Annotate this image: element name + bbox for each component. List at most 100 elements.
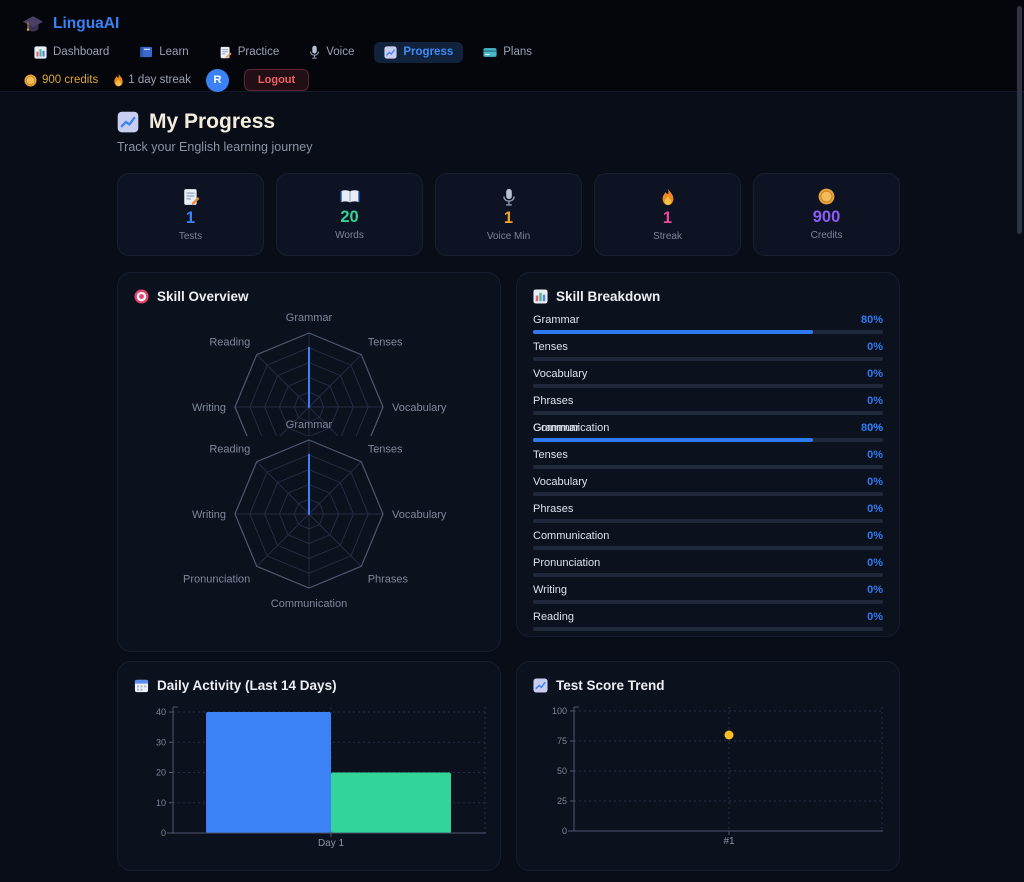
skill-progress-track xyxy=(533,519,883,523)
main-content: My Progress Track your English learning … xyxy=(0,92,901,871)
skill-row: Phrases 0% xyxy=(533,392,883,419)
app-logo[interactable]: LinguaAI xyxy=(22,15,119,34)
skill-row: Grammar 80% xyxy=(533,311,883,338)
skill-radar-clipped: GrammarTensesVocabularyPhrasesCommunicat… xyxy=(134,312,484,436)
target-icon xyxy=(134,289,149,304)
nav-label: Practice xyxy=(237,46,280,58)
nav-label: Learn xyxy=(159,46,189,58)
nav-label: Progress xyxy=(403,46,454,58)
microphone-icon xyxy=(502,188,515,206)
stat-card-streak: 1 Streak xyxy=(594,173,741,256)
skill-label: Pronunciation xyxy=(533,557,601,569)
nav-item-learn[interactable]: Learn xyxy=(129,42,198,62)
radar-axis-label: Writing xyxy=(192,402,226,414)
skill-row: Vocabulary 0% xyxy=(533,365,883,392)
nav-item-dashboard[interactable]: Dashboard xyxy=(24,42,119,63)
stat-label: Tests xyxy=(178,230,203,242)
skill-label: Writing xyxy=(533,584,568,596)
radar-axis-label: Tenses xyxy=(368,443,403,455)
radar-axis-label: Vocabulary xyxy=(392,402,447,414)
page-title-text: My Progress xyxy=(149,110,276,133)
nav-item-voice[interactable]: Voice xyxy=(299,41,364,63)
nav-label: Voice xyxy=(326,46,355,58)
stat-card-words: 20 Words xyxy=(276,173,423,256)
skill-progress-track xyxy=(533,600,883,604)
user-bar: 900 credits 1 day streak R Logout xyxy=(24,68,1024,92)
skill-row: Writing 0% xyxy=(533,581,883,608)
microphone-icon xyxy=(310,45,320,59)
activity-bar-series-blue xyxy=(206,712,331,833)
bar-chart-icon xyxy=(533,289,548,304)
stat-card-voice-min: 1 Voice Min xyxy=(435,173,582,256)
radar-axis-label: Communication xyxy=(271,598,347,609)
skill-percent: 0% xyxy=(867,503,883,515)
skill-percent: 80% xyxy=(860,314,883,326)
bar-chart-icon xyxy=(34,45,47,59)
skill-radar-chart: GrammarTensesVocabularyPhrasesCommunicat… xyxy=(183,419,447,609)
skill-percent: 0% xyxy=(867,557,883,569)
skill-radar-chart: GrammarTensesVocabularyPhrasesCommunicat… xyxy=(192,312,447,436)
skill-row: Reading 0% xyxy=(533,608,883,635)
radar-axis-label: Vocabulary xyxy=(392,509,447,521)
skill-percent: 0% xyxy=(867,368,883,380)
avatar[interactable]: R xyxy=(205,68,229,92)
skill-progress-track xyxy=(533,411,883,415)
daily-activity-title: Daily Activity (Last 14 Days) xyxy=(134,678,484,693)
radar-axis-label: Writing xyxy=(192,509,226,521)
logout-button[interactable]: Logout xyxy=(243,69,310,91)
y-tick-label: 50 xyxy=(557,766,567,776)
radar-axis-label: Phrases xyxy=(368,574,409,586)
radar-axis-label: Reading xyxy=(209,336,250,348)
test-score-title: Test Score Trend xyxy=(533,678,883,693)
flame-icon xyxy=(114,73,123,87)
radar-axis-label: Reading xyxy=(209,443,250,455)
skill-progress-fill xyxy=(533,438,813,442)
y-tick-label: 40 xyxy=(156,707,166,717)
skill-row: Tenses 0% xyxy=(533,338,883,365)
header: LinguaAI Dashboard Learn xyxy=(0,0,1024,92)
y-tick-label: 10 xyxy=(156,798,166,808)
skill-progress-track xyxy=(533,465,883,469)
open-book-icon xyxy=(340,189,359,203)
skill-progress-track xyxy=(533,492,883,496)
chart-up-icon xyxy=(117,111,139,133)
streak-text: 1 day streak xyxy=(128,74,191,86)
skill-row: Vocabulary 0% xyxy=(533,473,883,500)
score-point xyxy=(724,730,734,740)
stat-value: 1 xyxy=(503,208,514,227)
skill-label: Phrases xyxy=(533,503,574,515)
y-tick-label: 30 xyxy=(156,737,166,747)
radar-axis-label: Grammar xyxy=(286,312,333,324)
nav-item-practice[interactable]: Practice xyxy=(209,42,290,63)
daily-activity-chart: 0 10 20 30 40 Day 1 xyxy=(134,700,486,857)
x-tick-label: #1 xyxy=(723,836,735,847)
chart-up-icon xyxy=(533,678,548,693)
memo-pencil-icon xyxy=(220,46,232,58)
y-tick-label: 0 xyxy=(562,826,567,836)
skill-label: Communication xyxy=(533,530,610,542)
skill-percent: 0% xyxy=(867,530,883,542)
skill-label: Tenses xyxy=(533,449,568,461)
skill-radar: Grammar Tenses Vocabulary Phrases Communicat… xyxy=(134,419,484,609)
daily-activity-chart-svg: 0 10 20 30 40 Day 1 xyxy=(156,706,486,849)
skill-percent: 0% xyxy=(867,341,883,353)
stat-label: Words xyxy=(335,229,364,241)
nav-item-plans[interactable]: Plans xyxy=(473,42,542,62)
skill-label: Communication xyxy=(533,422,610,434)
y-tick-label: 0 xyxy=(161,828,166,838)
skill-row: Phrases 0% xyxy=(533,500,883,527)
scrollbar-thumb[interactable] xyxy=(1017,6,1022,234)
skill-overview-panel: Skill Overview Grammar Tenses Vocabulary Ph… xyxy=(117,272,501,652)
nav-item-progress[interactable]: Progress xyxy=(374,41,464,63)
skill-progress-track xyxy=(533,438,883,442)
skill-percent: 0% xyxy=(867,611,883,623)
skill-percent: 0% xyxy=(867,476,883,488)
credit-card-icon xyxy=(483,47,497,57)
skill-label: Vocabulary xyxy=(533,476,588,488)
skill-progress-track xyxy=(533,546,883,550)
memo-pencil-icon xyxy=(183,188,199,205)
graduation-cap-icon xyxy=(22,15,44,31)
skill-label: Reading xyxy=(533,611,574,623)
x-tick-label: Day 1 xyxy=(318,838,345,849)
skill-row: Pronunciation 0% xyxy=(533,554,883,581)
